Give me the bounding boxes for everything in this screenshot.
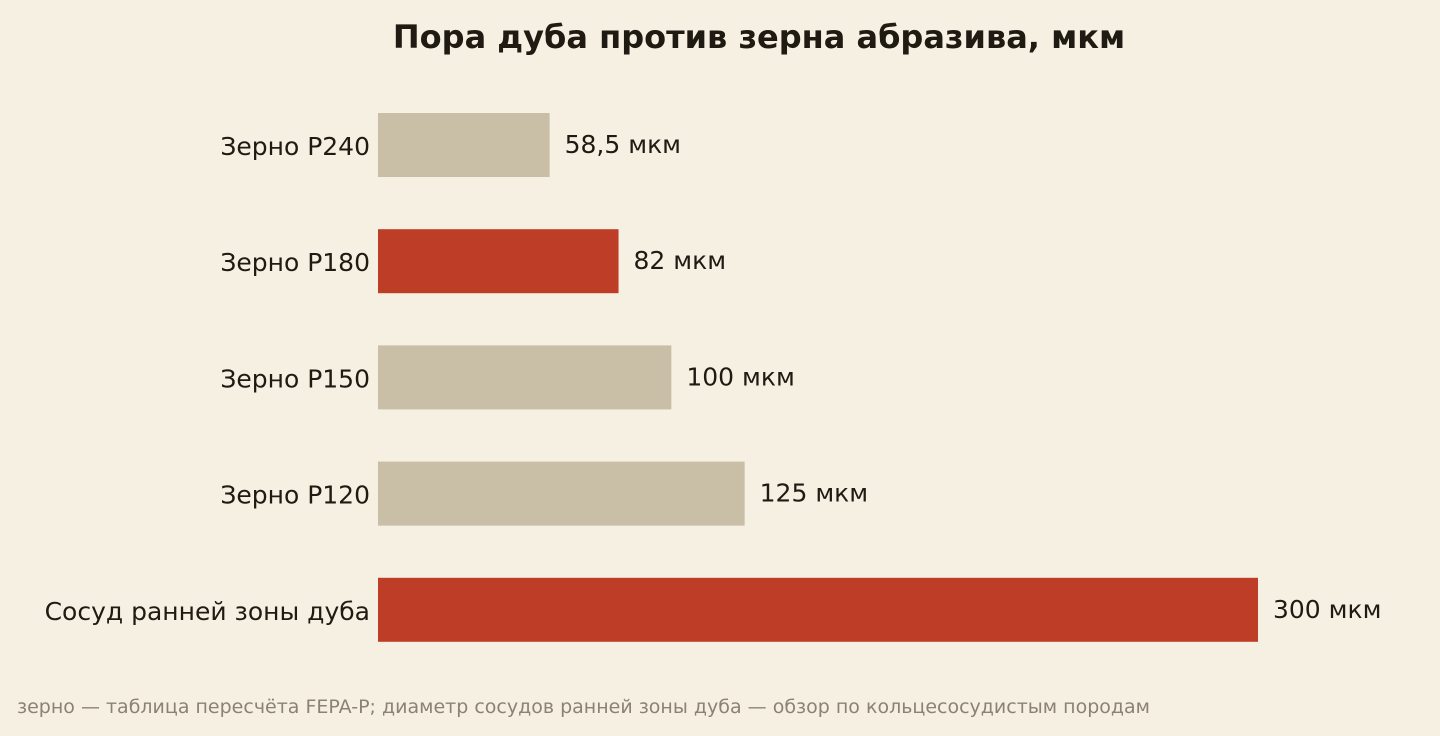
chart-title: Пора дуба против зерна абразива, мкм bbox=[392, 18, 1126, 56]
category-label-4: Сосуд ранней зоны дуба bbox=[45, 597, 370, 626]
source-note: зерно — таблица пересчёта FEPA-P; диамет… bbox=[17, 696, 1151, 718]
value-label-3: 125 мкм bbox=[760, 479, 868, 508]
bar-3 bbox=[378, 461, 745, 526]
bar-4 bbox=[378, 577, 1258, 642]
value-label-4: 300 мкм bbox=[1273, 595, 1381, 624]
bar-1 bbox=[378, 229, 619, 294]
value-label-2: 100 мкм bbox=[686, 362, 794, 391]
category-label-3: Зерно P120 bbox=[220, 481, 370, 510]
category-label-2: Зерно P150 bbox=[220, 364, 370, 393]
value-label-1: 82 мкм bbox=[634, 246, 727, 275]
bar-2 bbox=[378, 345, 672, 410]
category-label-1: Зерно P180 bbox=[220, 248, 370, 277]
bar-0 bbox=[378, 113, 550, 177]
category-label-0: Зерно P240 bbox=[220, 132, 370, 161]
value-label-0: 58,5 мкм bbox=[565, 130, 681, 159]
